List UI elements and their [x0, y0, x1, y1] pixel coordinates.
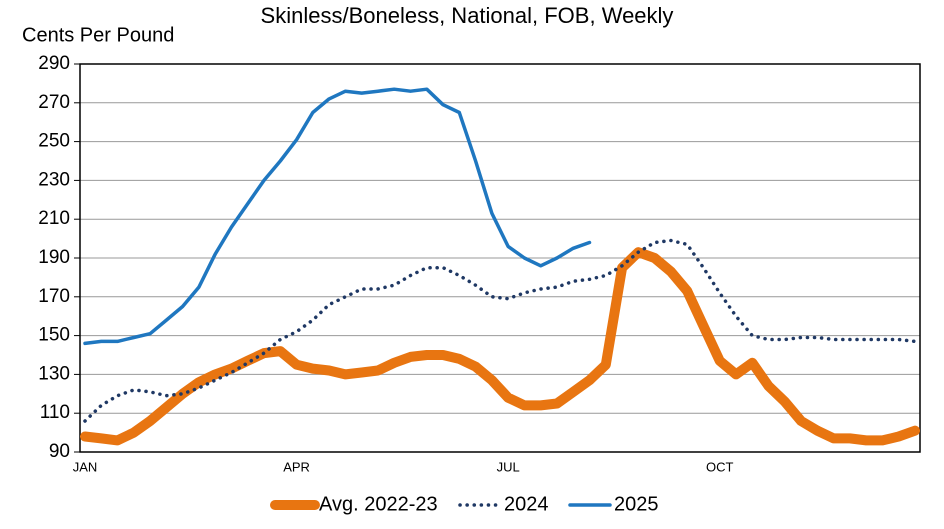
y-tick-label: 210 — [38, 208, 70, 229]
y-tick-label: 130 — [38, 363, 70, 384]
plot-border — [79, 63, 921, 453]
y-axis-label: Cents Per Pound — [22, 24, 174, 46]
legend-label: 2024 — [504, 493, 549, 515]
y-tick-label: 170 — [38, 286, 70, 307]
y-tick-label: 270 — [38, 92, 70, 113]
series-line — [80, 247, 920, 446]
chart-title: Skinless/Boneless, National, FOB, Weekly — [261, 3, 674, 28]
y-tick-label: 290 — [38, 53, 70, 74]
y-tick-label: 90 — [49, 441, 70, 462]
y-tick-label: 110 — [40, 402, 70, 423]
x-tick-label: JUL — [497, 459, 520, 474]
legend-label: Avg. 2022-23 — [319, 493, 438, 515]
y-tick-label: 150 — [38, 325, 70, 346]
y-tick-label: 190 — [38, 247, 70, 268]
y-tick-label: 250 — [38, 131, 70, 152]
legend-label: 2025 — [614, 493, 659, 515]
x-tick-label: APR — [283, 459, 310, 474]
y-tick-label: 230 — [38, 169, 70, 190]
series-line — [83, 238, 917, 423]
x-tick-label: OCT — [706, 459, 734, 474]
series-line — [83, 87, 592, 346]
x-tick-label: JAN — [73, 459, 98, 474]
